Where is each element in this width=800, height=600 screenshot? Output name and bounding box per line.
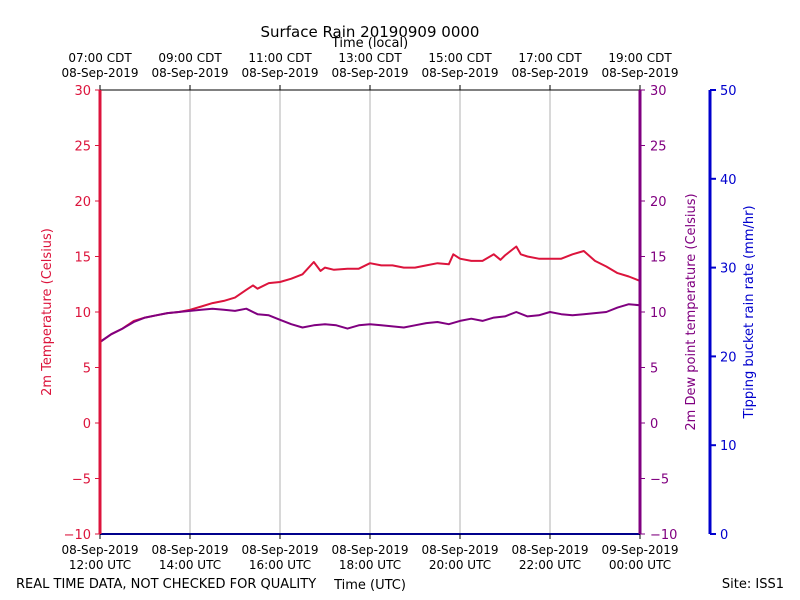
bottom-tick-date-3: 08-Sep-2019 <box>331 543 408 557</box>
bottom-tick-time-1: 14:00 UTC <box>159 558 221 572</box>
bottom-tick-time-6: 00:00 UTC <box>609 558 671 572</box>
footer-quality-note: REAL TIME DATA, NOT CHECKED FOR QUALITY <box>16 577 316 592</box>
right-tick-label-0: 30 <box>650 84 667 99</box>
right-tick-label-4: 10 <box>650 306 667 321</box>
top-tick-time-4: 15:00 CDT <box>428 51 492 65</box>
series-lines <box>99 245 641 343</box>
left-tick-label-0: 30 <box>74 84 91 99</box>
chart-title: Surface Rain 20190909 0000 <box>261 23 480 41</box>
right-tick-label-8: −10 <box>650 528 677 543</box>
bottom-tick-time-0: 12:00 UTC <box>69 558 131 572</box>
rain-tick-label-4: 10 <box>720 439 737 454</box>
bottom-tick-date-2: 08-Sep-2019 <box>241 543 318 557</box>
top-tick-time-1: 09:00 CDT <box>158 51 222 65</box>
left-tick-label-5: 5 <box>83 362 91 377</box>
top-tick-date-5: 08-Sep-2019 <box>511 66 588 80</box>
bottom-axis-label: Time (UTC) <box>333 578 406 593</box>
right-tick-label-6: 0 <box>650 417 658 432</box>
top-tick-date-3: 08-Sep-2019 <box>331 66 408 80</box>
rain-tick-label-1: 40 <box>720 173 737 188</box>
top-tick-date-2: 08-Sep-2019 <box>241 66 318 80</box>
dewpoint-line <box>99 303 641 343</box>
bottom-tick-date-0: 08-Sep-2019 <box>61 543 138 557</box>
temperature-line <box>99 245 641 343</box>
right-tick-label-3: 15 <box>650 251 667 266</box>
left-tick-label-2: 20 <box>74 195 91 210</box>
right-axis-label-rain: Tipping bucket rain rate (mm/hr) <box>742 205 757 419</box>
top-tick-date-4: 08-Sep-2019 <box>421 66 498 80</box>
rain-tick-label-5: 0 <box>720 528 728 543</box>
top-tick-date-6: 08-Sep-2019 <box>601 66 678 80</box>
right-tick-label-7: −5 <box>650 473 669 488</box>
left-tick-label-6: 0 <box>83 417 91 432</box>
rain-tick-label-0: 50 <box>720 84 737 99</box>
top-tick-time-5: 17:00 CDT <box>518 51 582 65</box>
left-tick-label-3: 15 <box>74 251 91 266</box>
top-tick-time-2: 11:00 CDT <box>248 51 312 65</box>
top-tick-time-3: 13:00 CDT <box>338 51 402 65</box>
bottom-tick-date-1: 08-Sep-2019 <box>151 543 228 557</box>
right-tick-label-5: 5 <box>650 362 658 377</box>
left-tick-label-7: −5 <box>72 473 91 488</box>
right-tick-label-2: 20 <box>650 195 667 210</box>
bottom-tick-date-6: 09-Sep-2019 <box>601 543 678 557</box>
bottom-tick-time-5: 22:00 UTC <box>519 558 581 572</box>
bottom-tick-date-5: 08-Sep-2019 <box>511 543 588 557</box>
left-tick-label-4: 10 <box>74 306 91 321</box>
left-tick-label-8: −10 <box>64 528 91 543</box>
top-axis-label: Time (local) <box>331 36 408 51</box>
bottom-tick-date-4: 08-Sep-2019 <box>421 543 498 557</box>
grid-lines <box>189 90 551 534</box>
rain-tick-label-3: 20 <box>720 350 737 365</box>
bottom-tick-time-4: 20:00 UTC <box>429 558 491 572</box>
axes <box>98 89 712 535</box>
top-tick-time-0: 07:00 CDT <box>68 51 132 65</box>
bottom-tick-time-2: 16:00 UTC <box>249 558 311 572</box>
bottom-tick-time-3: 18:00 UTC <box>339 558 401 572</box>
footer-site-label: Site: ISS1 <box>722 577 784 592</box>
top-tick-date-1: 08-Sep-2019 <box>151 66 228 80</box>
top-tick-date-0: 08-Sep-2019 <box>61 66 138 80</box>
left-axis-label: 2m Temperature (Celsius) <box>40 228 55 396</box>
left-tick-label-1: 25 <box>74 140 91 155</box>
top-tick-time-6: 19:00 CDT <box>608 51 672 65</box>
rain-tick-label-2: 30 <box>720 262 737 277</box>
right-axis-label-dewpoint: 2m Dew point temperature (Celsius) <box>684 193 699 430</box>
right-tick-label-1: 25 <box>650 140 667 155</box>
